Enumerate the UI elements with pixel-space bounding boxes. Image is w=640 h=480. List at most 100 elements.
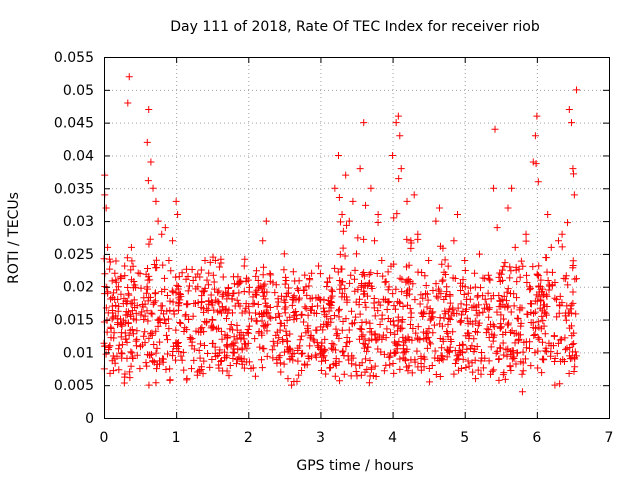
data-point bbox=[168, 287, 176, 295]
data-point bbox=[225, 291, 233, 299]
data-point bbox=[471, 345, 479, 353]
data-point bbox=[411, 296, 419, 304]
data-point bbox=[163, 336, 171, 344]
data-point bbox=[573, 86, 581, 94]
data-point bbox=[272, 281, 280, 289]
data-point bbox=[510, 355, 518, 363]
data-point bbox=[114, 283, 122, 291]
data-point bbox=[531, 349, 539, 357]
data-point bbox=[128, 326, 136, 334]
data-point bbox=[340, 352, 348, 360]
data-point bbox=[432, 217, 440, 225]
data-point bbox=[244, 339, 252, 347]
data-point bbox=[301, 271, 309, 279]
data-point bbox=[421, 272, 429, 280]
data-point bbox=[348, 320, 356, 328]
data-point bbox=[569, 264, 577, 272]
data-point bbox=[375, 298, 383, 306]
data-point bbox=[534, 364, 542, 372]
data-point bbox=[263, 309, 271, 317]
data-point bbox=[399, 302, 407, 310]
data-point bbox=[396, 365, 404, 373]
data-point bbox=[182, 311, 190, 319]
data-point bbox=[145, 294, 153, 302]
data-point bbox=[260, 288, 268, 296]
data-point bbox=[306, 306, 314, 314]
data-point bbox=[213, 325, 221, 333]
data-point bbox=[222, 315, 230, 323]
data-point bbox=[512, 329, 520, 337]
data-point bbox=[363, 347, 371, 355]
data-point bbox=[454, 355, 462, 363]
data-point bbox=[286, 344, 294, 352]
data-point bbox=[285, 289, 293, 297]
data-point bbox=[124, 319, 132, 327]
data-point bbox=[251, 335, 259, 343]
data-point bbox=[544, 211, 552, 219]
data-point bbox=[407, 356, 415, 364]
data-point bbox=[217, 255, 225, 263]
data-point bbox=[464, 289, 472, 297]
data-point bbox=[330, 311, 338, 319]
data-point bbox=[534, 178, 542, 186]
data-point bbox=[298, 367, 306, 375]
data-point bbox=[495, 356, 503, 363]
data-point bbox=[183, 265, 191, 273]
data-point bbox=[190, 345, 198, 353]
data-point bbox=[153, 264, 161, 272]
data-point bbox=[485, 275, 493, 283]
data-point bbox=[110, 289, 118, 297]
data-point bbox=[107, 325, 115, 333]
data-point bbox=[538, 288, 546, 296]
data-point bbox=[537, 276, 545, 284]
data-point bbox=[567, 301, 575, 309]
data-point bbox=[351, 266, 359, 274]
data-point bbox=[451, 360, 459, 368]
data-point bbox=[223, 352, 231, 360]
data-point bbox=[361, 368, 369, 376]
data-point bbox=[428, 361, 436, 369]
data-point bbox=[390, 321, 398, 329]
data-point bbox=[356, 310, 364, 318]
data-point bbox=[180, 366, 188, 374]
data-point bbox=[216, 307, 224, 315]
data-point bbox=[269, 337, 277, 345]
data-point bbox=[176, 318, 184, 326]
y-tick-label: 0.055 bbox=[54, 50, 94, 66]
data-point bbox=[338, 326, 346, 334]
data-point bbox=[266, 270, 274, 278]
data-point bbox=[385, 353, 393, 361]
data-point bbox=[371, 237, 379, 245]
data-point bbox=[339, 278, 347, 286]
data-point bbox=[214, 352, 222, 360]
data-point bbox=[391, 330, 399, 338]
data-point bbox=[423, 344, 431, 352]
data-point bbox=[429, 308, 437, 316]
data-point bbox=[343, 333, 351, 341]
data-point bbox=[266, 313, 274, 321]
data-point bbox=[118, 350, 126, 358]
data-point bbox=[461, 266, 469, 274]
data-point bbox=[346, 279, 354, 287]
data-point bbox=[150, 299, 158, 307]
data-point bbox=[310, 337, 318, 345]
data-point bbox=[196, 354, 204, 362]
data-point bbox=[555, 237, 562, 245]
data-point bbox=[198, 298, 206, 306]
data-point bbox=[336, 285, 344, 293]
data-point bbox=[250, 299, 258, 307]
data-point bbox=[564, 281, 572, 289]
x-tick-label: 0 bbox=[100, 430, 109, 446]
data-point bbox=[187, 365, 195, 373]
data-point bbox=[500, 262, 508, 270]
data-point bbox=[490, 323, 498, 331]
data-point bbox=[429, 329, 437, 337]
data-point bbox=[556, 380, 564, 388]
data-point bbox=[338, 348, 346, 356]
data-point bbox=[512, 360, 520, 368]
data-point bbox=[563, 302, 571, 310]
data-point bbox=[210, 278, 218, 286]
data-point bbox=[531, 308, 539, 316]
data-point bbox=[566, 324, 574, 332]
data-point bbox=[507, 366, 515, 374]
